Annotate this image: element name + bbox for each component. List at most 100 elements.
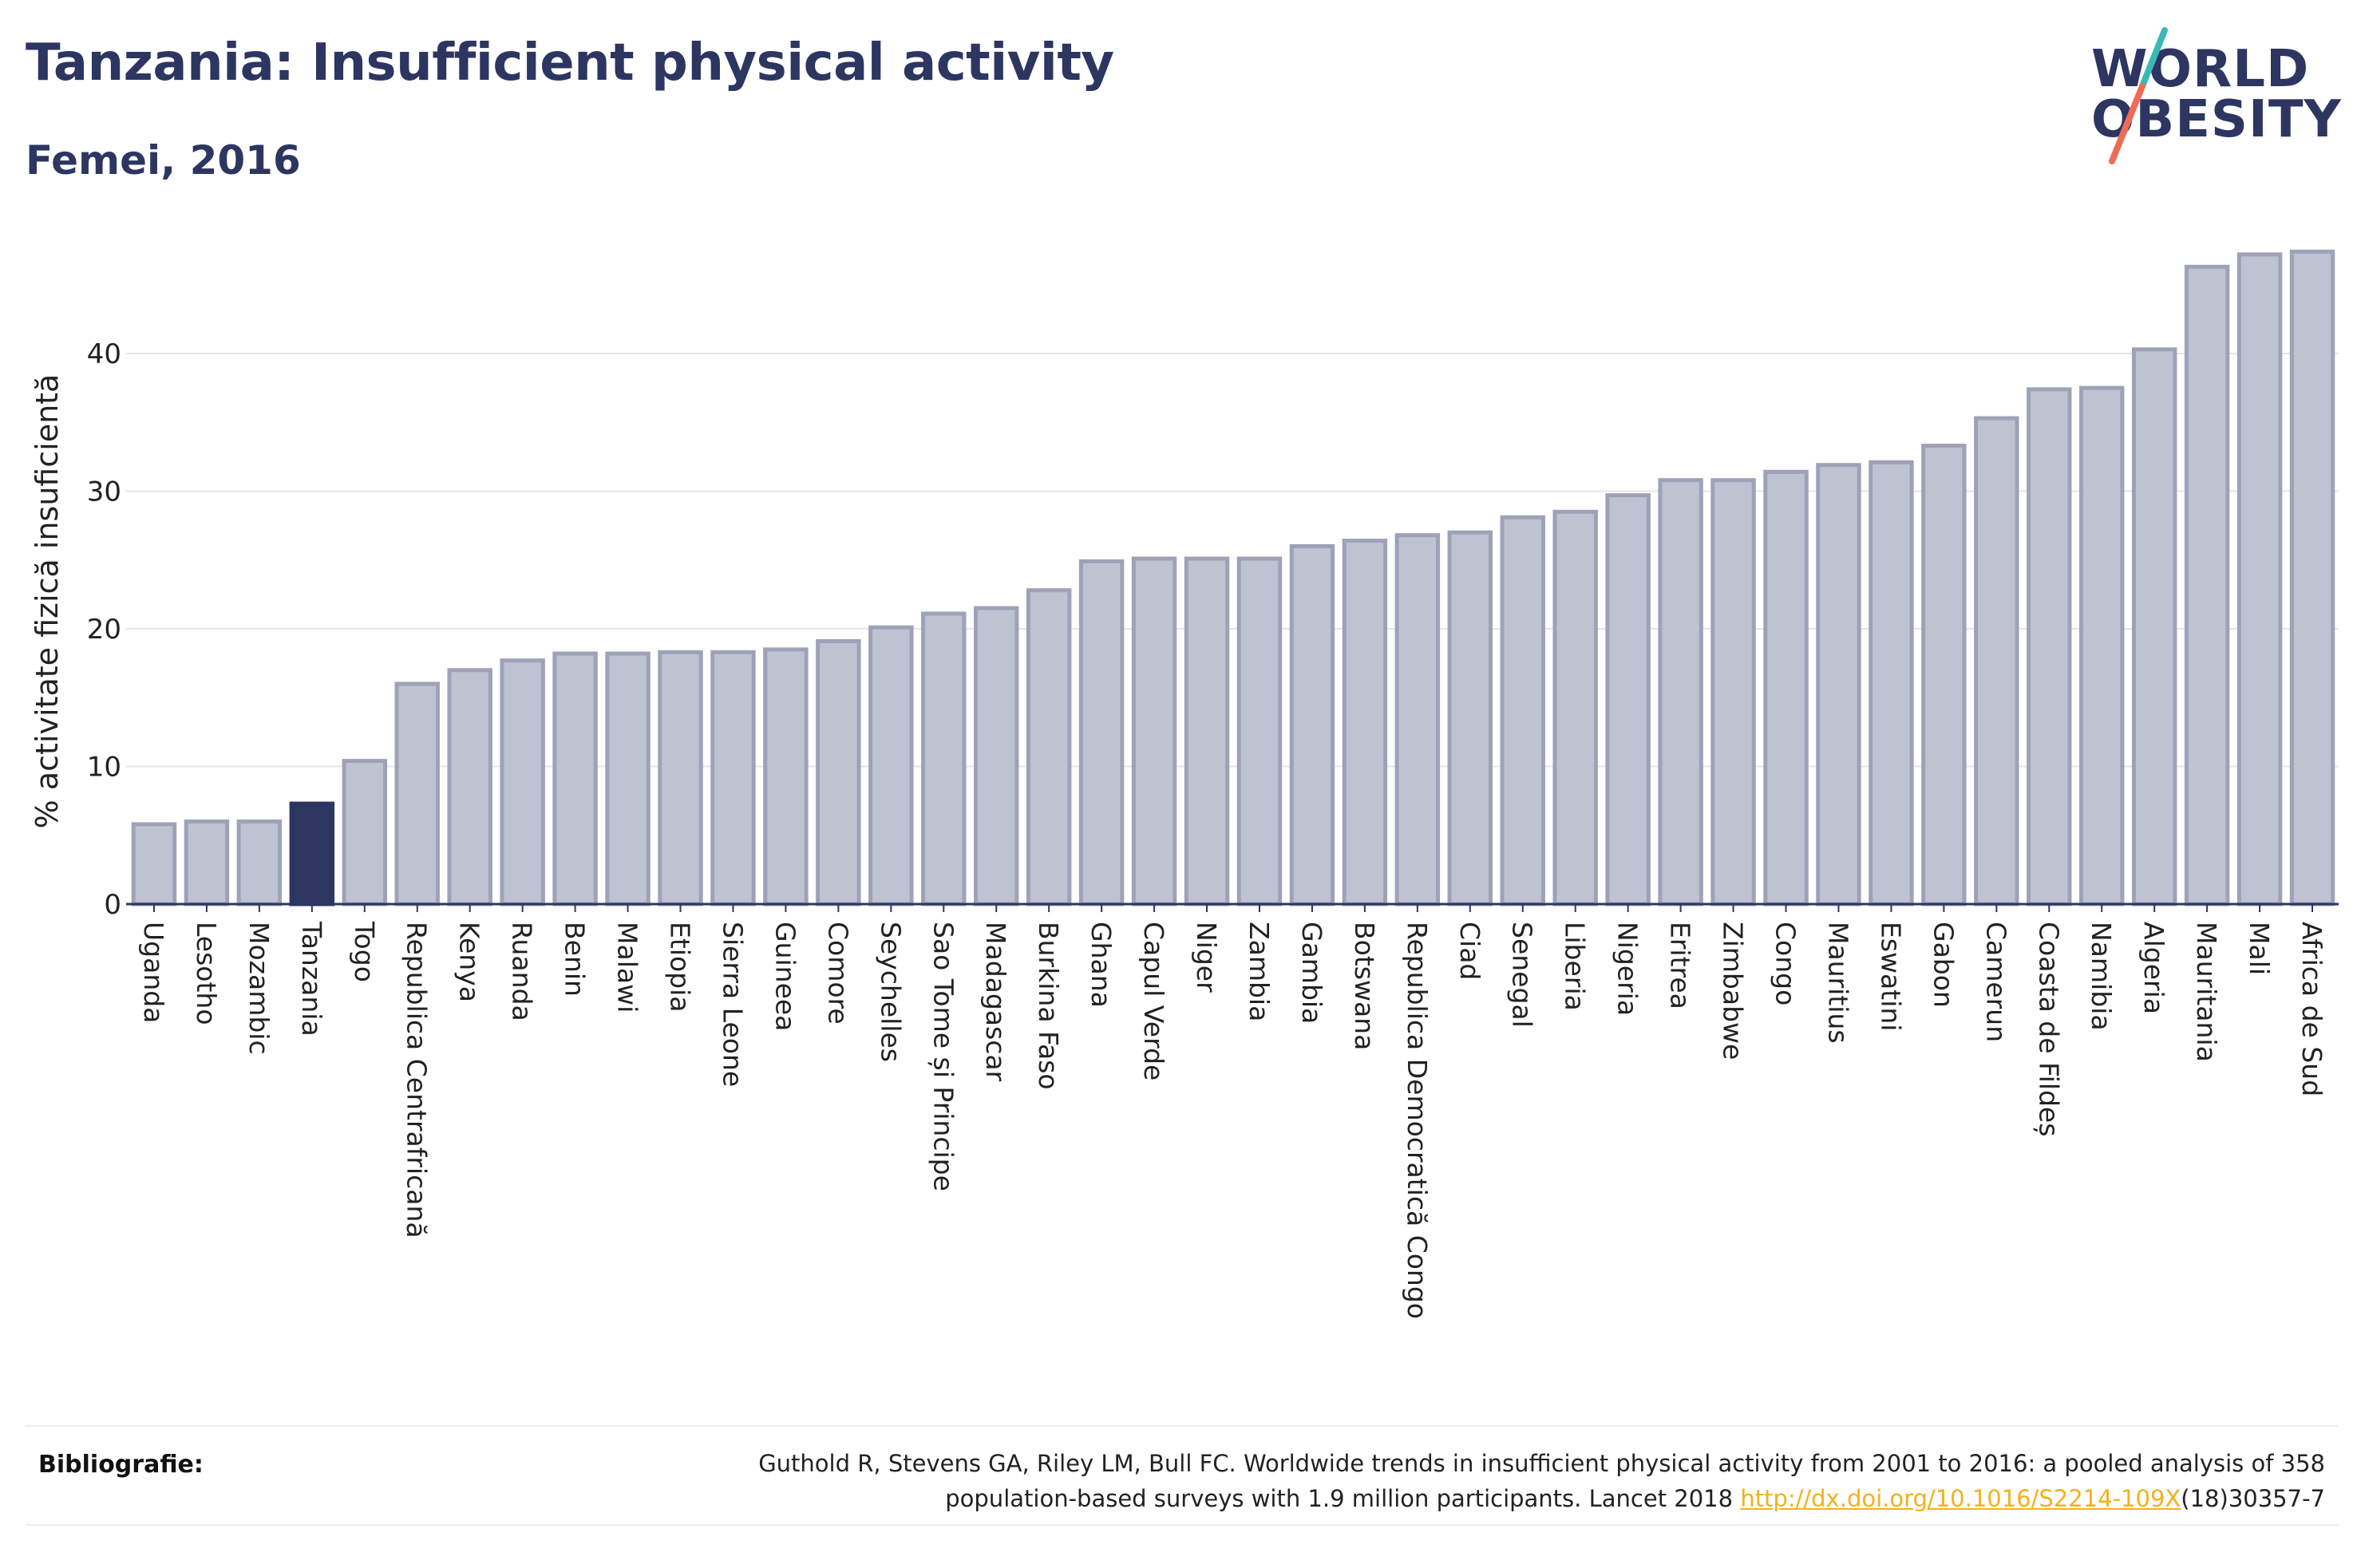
world-obesity-logo: WORLD OBESITY: [2075, 24, 2347, 168]
x-tick-label: Mali: [2244, 922, 2275, 975]
bar-sierra-leone: [710, 650, 756, 906]
bar-niger: [1184, 556, 1230, 906]
x-tick-label: Gabon: [1928, 922, 1959, 1008]
x-tick-label: Zambia: [1244, 922, 1275, 1021]
x-tick-label: Camerun: [1980, 922, 2011, 1042]
bar-zimbabwe: [1710, 478, 1756, 906]
x-tick-label: Benin: [560, 922, 591, 997]
bar-togo: [342, 759, 388, 906]
x-tick-label: Zimbabwe: [1718, 922, 1749, 1060]
bar-benin: [552, 651, 598, 906]
doi-link[interactable]: http://dx.doi.org/10.1016/S2214-109X: [1740, 1485, 2181, 1512]
bar-mauritania: [2184, 264, 2230, 906]
x-tick-label: Eritrea: [1665, 922, 1696, 1009]
bibliography-label: Bibliografie:: [38, 1451, 204, 1479]
bar-ciad: [1447, 530, 1493, 906]
x-tick-label: Burkina Faso: [1033, 922, 1064, 1090]
bar-mauritius: [1816, 463, 1861, 906]
bar-malawi: [605, 651, 651, 906]
bar-guineea: [763, 647, 809, 906]
footer-divider-bottom: [26, 1524, 2339, 1526]
logo-text-world: WORLD: [2091, 40, 2310, 99]
x-tick-label: Mauritius: [1822, 922, 1853, 1044]
x-tick-label: Comore: [822, 922, 853, 1025]
y-axis-title: % activitate fizică insuficientă: [30, 374, 65, 829]
y-tick-label: 40: [87, 338, 121, 370]
bar-nigeria: [1605, 493, 1651, 906]
bar-ghana: [1078, 559, 1125, 906]
x-tick-label: Togo: [349, 921, 380, 982]
bibliography-line-2: population-based surveys with 1.9 millio…: [489, 1481, 2325, 1516]
bar-camerun: [1974, 416, 2019, 906]
bar-kenya: [447, 668, 492, 906]
bar-uganda: [131, 822, 177, 906]
bar-sao-tome-i-principe: [921, 611, 967, 906]
y-tick-label: 30: [87, 476, 121, 508]
x-tick-label: Eswatini: [1875, 922, 1906, 1031]
bar-gabon: [1921, 444, 1967, 906]
x-tick-label: Sao Tome și Principe: [927, 922, 959, 1191]
x-tick-label: Capul Verde: [1138, 922, 1169, 1080]
x-tick-label: Guineea: [769, 922, 801, 1031]
bar-namibia: [2078, 385, 2125, 906]
bar-ruanda: [500, 658, 545, 906]
x-tick-label: Mauritania: [2191, 922, 2222, 1062]
bar-algeria: [2131, 347, 2177, 906]
x-tick-label: Africa de Sud: [2296, 922, 2327, 1096]
bar-senegal: [1500, 515, 1545, 906]
y-tick-label: 0: [104, 889, 121, 921]
x-tick-label: Kenya: [454, 922, 485, 1002]
bar-seychelles: [868, 625, 914, 906]
bibliography-text: Guthold R, Stevens GA, Riley LM, Bull FC…: [489, 1446, 2325, 1516]
x-tick-label: Ghana: [1086, 922, 1117, 1008]
bar-congo: [1763, 469, 1809, 906]
x-tick-label: Botswana: [1349, 922, 1380, 1050]
bar-gambia: [1289, 544, 1335, 906]
x-tick-label: Namibia: [2086, 922, 2117, 1031]
bar-africa-de-sud: [2289, 249, 2335, 906]
x-tick-label: Algeria: [2138, 922, 2169, 1014]
x-tick-label: Congo: [1770, 922, 1801, 1005]
bar-chart: 0 10 20 30 40 % activitate fizică insuficient…: [30, 249, 2339, 1319]
chart-title: Tanzania: Insufficient physical activity: [26, 34, 1114, 93]
bar-botswana: [1342, 539, 1388, 906]
y-tick-label: 20: [87, 614, 121, 646]
bar-tanzania: [289, 801, 335, 906]
x-tick-label: Mozambic: [243, 922, 275, 1055]
bibliography-line-1: Guthold R, Stevens GA, Riley LM, Bull FC…: [758, 1450, 2325, 1477]
x-tick-label: Gambia: [1296, 922, 1327, 1024]
bar-capul-verde: [1131, 556, 1177, 906]
bar-liberia: [1552, 509, 1598, 906]
x-tick-label: Nigeria: [1612, 922, 1643, 1016]
bar-republica-centrafrican-: [394, 681, 440, 906]
x-tick-label: Etiopia: [665, 922, 696, 1013]
x-tick-label: Coasta de Fildeș: [2033, 922, 2064, 1136]
bar-lesotho: [184, 820, 230, 906]
x-tick-label: Republica Democratică Congo: [1402, 922, 1433, 1319]
x-tick-label: Liberia: [1560, 922, 1591, 1011]
bar-zambia: [1236, 556, 1283, 906]
bar-eritrea: [1658, 478, 1703, 906]
x-tick-label: Lesotho: [191, 922, 222, 1025]
x-tick-label: Sierra Leone: [717, 922, 748, 1087]
bar-republica-democratic-congo: [1394, 533, 1441, 906]
x-tick-label: Ruanda: [507, 922, 538, 1021]
bar-madagascar: [973, 606, 1019, 906]
chart-subtitle: Femei, 2016: [26, 137, 301, 184]
bar-comore: [816, 639, 861, 906]
bibliography-line-2-suffix: (18)30357-7: [2181, 1485, 2325, 1512]
bar-etiopia: [658, 650, 703, 906]
bar-burkina-faso: [1026, 588, 1072, 906]
bar-coasta-de-filde-: [2027, 387, 2072, 906]
x-tick-label: Republica Centrafricană: [401, 922, 433, 1238]
footer-divider-top: [26, 1425, 2339, 1427]
x-tick-label: Senegal: [1507, 922, 1538, 1028]
bar-mali: [2236, 252, 2283, 906]
x-tick-label: Ciad: [1454, 922, 1485, 980]
bibliography-line-2-prefix: population-based surveys with 1.9 millio…: [945, 1485, 1741, 1512]
bar-mozambic: [236, 820, 283, 906]
x-tick-label: Malawi: [612, 922, 643, 1013]
y-tick-label: 10: [87, 752, 121, 784]
x-tick-label: Tanzania: [296, 921, 327, 1037]
x-tick-label: Madagascar: [980, 922, 1011, 1082]
